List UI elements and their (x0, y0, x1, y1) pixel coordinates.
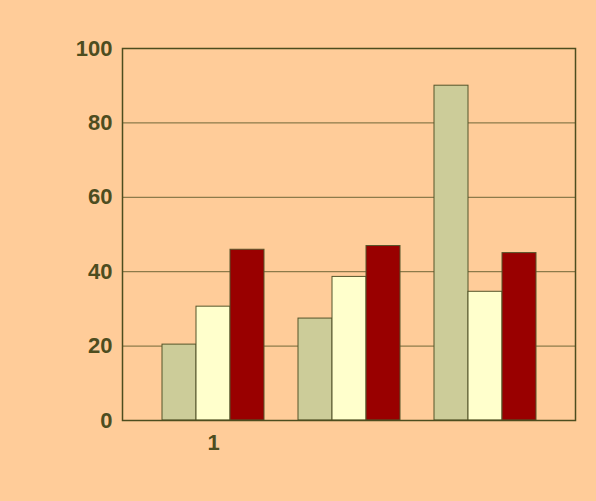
svg-text:60: 60 (88, 184, 112, 209)
svg-text:1: 1 (207, 430, 219, 455)
svg-text:20: 20 (88, 333, 112, 358)
svg-text:0: 0 (100, 408, 112, 433)
svg-text:100: 100 (76, 36, 113, 61)
svg-text:80: 80 (88, 110, 112, 135)
svg-text:40: 40 (88, 259, 112, 284)
